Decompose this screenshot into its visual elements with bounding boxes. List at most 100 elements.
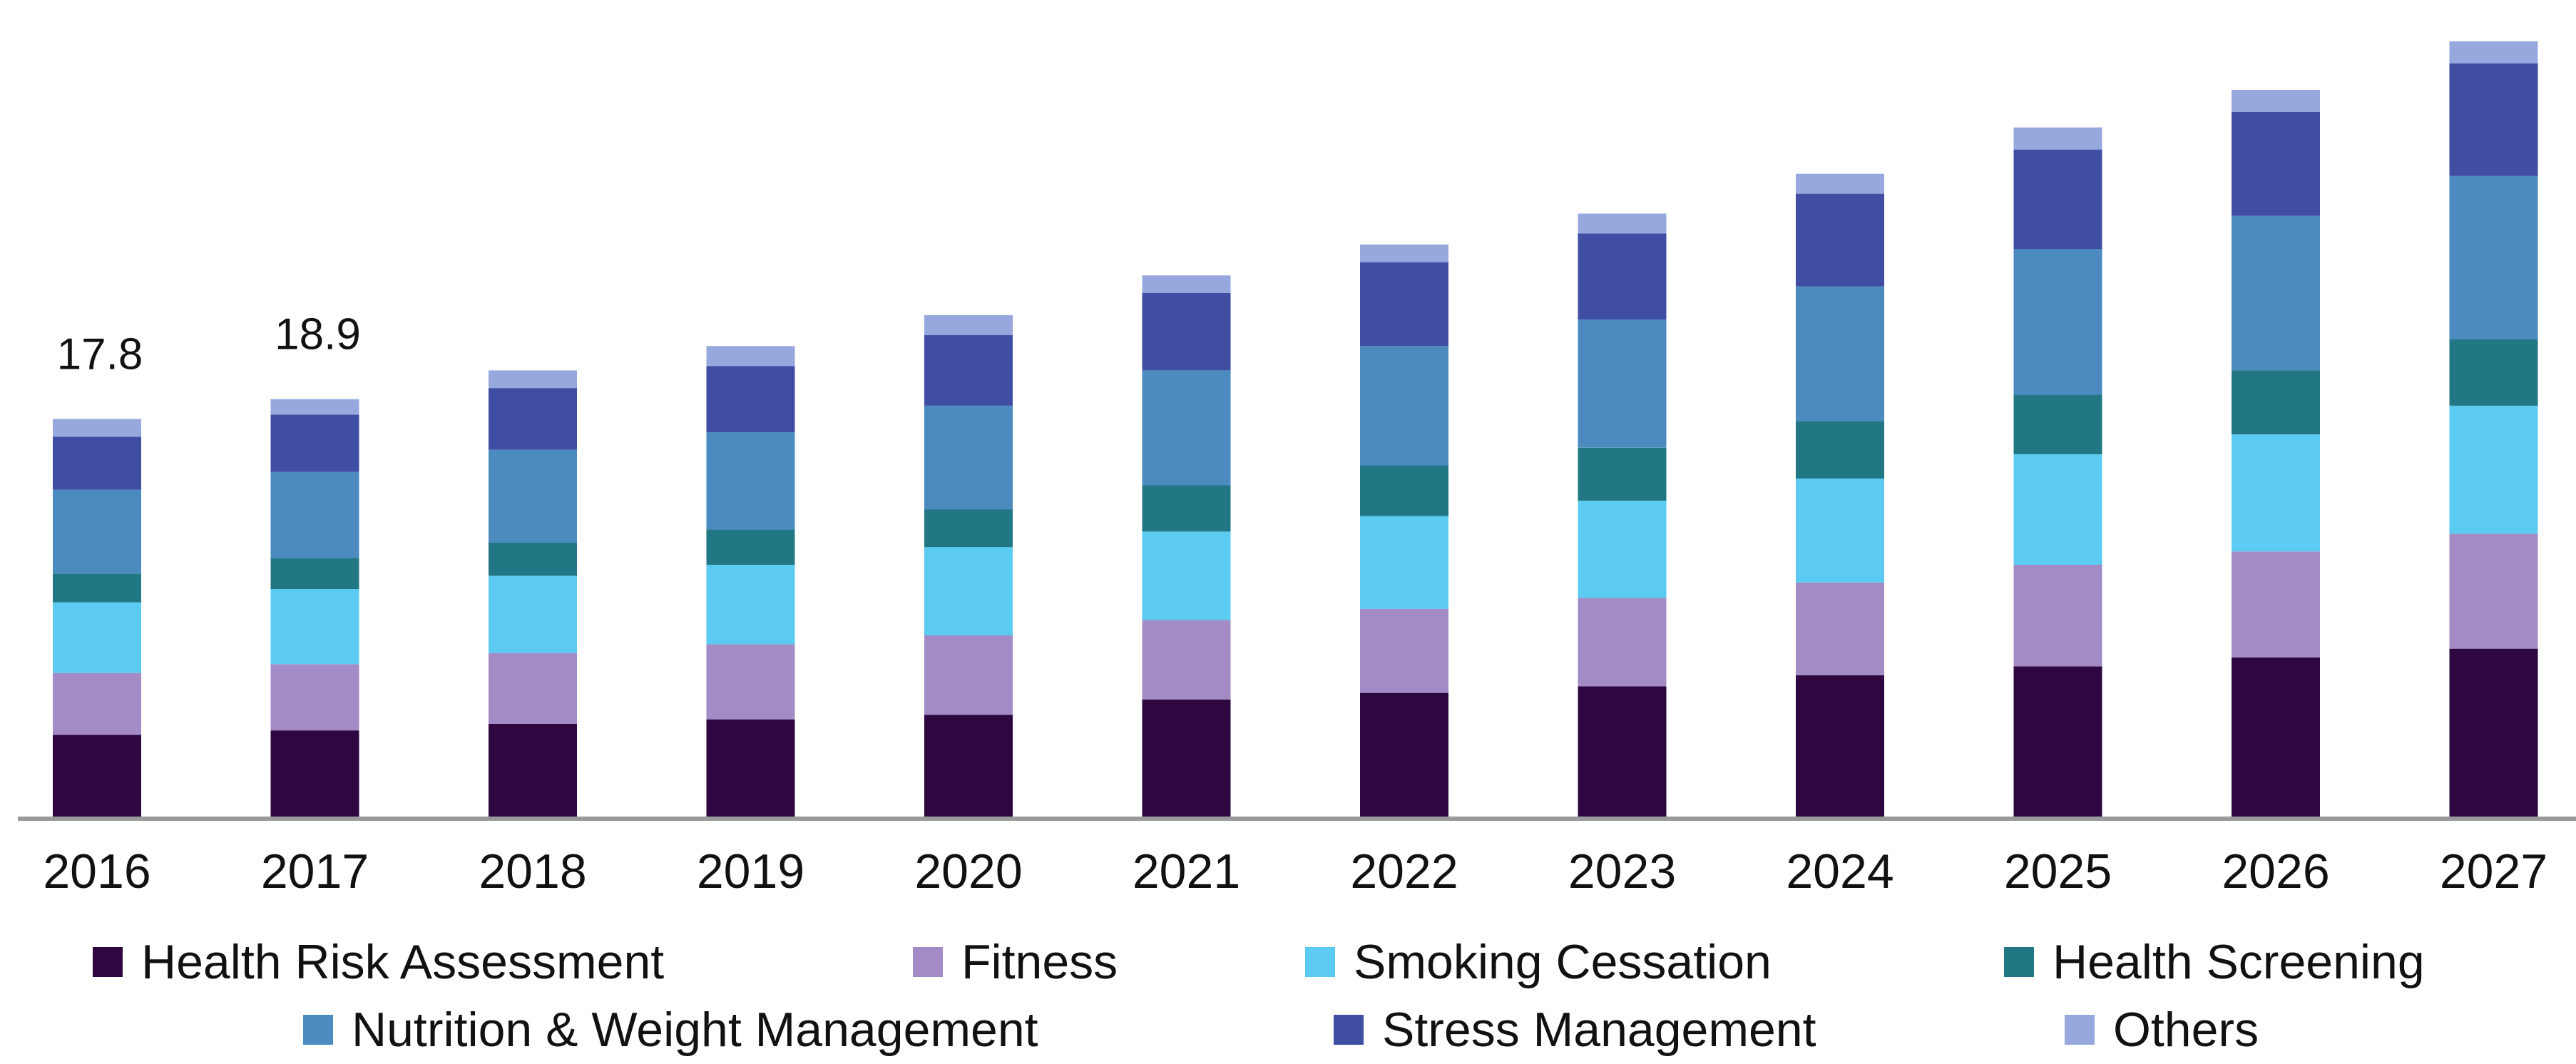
x-tick-label-2021: 2021 [1133,844,1240,899]
bar-segment-2021-series-1 [1142,620,1231,700]
bar-segment-2020-series-6 [924,314,1013,335]
bar-segment-2016-series-1 [53,672,141,735]
bar-segment-2022-series-5 [1360,262,1448,347]
bar-segment-2026-series-5 [2232,112,2320,216]
bar-segment-2022-series-0 [1360,692,1448,817]
bar-segment-2024-series-1 [1796,582,1884,675]
legend-label: Fitness [961,935,1118,989]
bar-segment-2019-series-3 [706,529,795,565]
x-tick-label-2023: 2023 [1568,844,1676,899]
x-tick-label-2018: 2018 [479,844,586,899]
bar-segment-2023-series-5 [1578,233,1667,320]
legend-swatch [1305,947,1335,977]
bar-segment-2021-series-2 [1142,531,1231,620]
bar-segment-2020-series-0 [924,715,1013,817]
legend-item-0: Health Risk Assessment [93,934,664,990]
bar-segment-2022-series-6 [1360,244,1448,262]
bar-segment-2018-series-2 [489,576,577,653]
bar-segment-2016-series-2 [53,602,141,673]
bar-segment-2022-series-3 [1360,465,1448,516]
bar-segment-2020-series-3 [924,509,1013,548]
bar-segment-2024-series-5 [1796,193,1884,287]
legend-label: Smoking Cessation [1354,935,1772,989]
bar-segment-2022-series-2 [1360,516,1448,609]
bar-segment-2023-series-6 [1578,213,1667,234]
bar-segment-2019-series-4 [706,432,795,530]
bar-segment-2025-series-2 [2013,454,2102,565]
bar-segment-2024-series-6 [1796,173,1884,194]
legend-label: Stress Management [1382,1003,1816,1057]
bar-segment-2019-series-2 [706,564,795,645]
bar-segment-2027-series-3 [2449,339,2538,406]
legend-item-5: Stress Management [1334,1002,1816,1058]
bar-segment-2016-series-4 [53,489,141,574]
x-tick-label-2016: 2016 [43,844,150,899]
bar-segment-2023-series-1 [1578,598,1667,687]
bar-segment-2027-series-6 [2449,41,2538,63]
bar-segment-2019-series-0 [706,719,795,817]
bar-segment-2026-series-4 [2232,215,2320,371]
legend-swatch [93,947,123,977]
bar-segment-2020-series-1 [924,635,1013,715]
bar-segment-2025-series-6 [2013,127,2102,150]
bar-segment-2018-series-5 [489,388,577,450]
bar-segment-2020-series-2 [924,547,1013,635]
x-tick-label-2019: 2019 [697,844,804,899]
bar-segment-2022-series-1 [1360,608,1448,693]
bar-segment-2020-series-5 [924,334,1013,406]
bar-segment-2022-series-4 [1360,346,1448,466]
bar-segment-2024-series-0 [1796,675,1884,817]
bar-segment-2019-series-5 [706,366,795,433]
data-labels: 17.8 18.9 [57,310,361,379]
bar-segment-2027-series-5 [2449,63,2538,176]
bar-segment-2026-series-6 [2232,90,2320,112]
bar-segment-2018-series-6 [489,370,577,389]
bar-segment-2019-series-6 [706,346,795,367]
x-tick-label-2022: 2022 [1350,844,1458,899]
bar-segment-2027-series-2 [2449,405,2538,534]
bar-segment-2021-series-0 [1142,699,1231,817]
legend-label: Nutrition & Weight Management [352,1003,1038,1057]
bar-segment-2018-series-1 [489,653,577,724]
bar-segment-2018-series-0 [489,723,577,817]
legend: Health Risk Assessment Fitness Smoking Ces… [0,934,2576,1064]
bar-segment-2021-series-6 [1142,275,1231,293]
bar-segment-2024-series-3 [1796,421,1884,479]
bar-segment-2027-series-0 [2449,648,2538,817]
bar-segment-2025-series-3 [2013,394,2102,454]
legend-swatch [303,1015,333,1045]
bar-segment-2024-series-2 [1796,479,1884,583]
bar-segment-2017-series-5 [270,414,359,472]
x-tick-label-2020: 2020 [914,844,1022,899]
bar-segment-2026-series-0 [2232,658,2320,817]
bar-segment-2020-series-4 [924,405,1013,510]
bar-segment-2021-series-4 [1142,370,1231,486]
bar-segment-2017-series-3 [270,558,359,589]
bar-segment-2021-series-5 [1142,293,1231,371]
bar-segment-2026-series-2 [2232,434,2320,552]
x-tick-label-2017: 2017 [261,844,369,899]
bar-segment-2016-series-5 [53,436,141,490]
bar-segment-2017-series-1 [270,664,359,731]
legend-item-3: Health Screening [2004,934,2425,990]
bar-segment-2017-series-0 [270,730,359,817]
bar-segment-2018-series-4 [489,449,577,543]
legend-item-4: Nutrition & Weight Management [303,1002,1038,1058]
x-tick-label-2024: 2024 [1786,844,1893,899]
data-label-2016: 17.8 [57,330,143,379]
legend-item-6: Others [2065,1002,2259,1058]
bar-segment-2026-series-1 [2232,551,2320,658]
x-tick-label-2025: 2025 [2004,844,2112,899]
bar-segment-2016-series-3 [53,573,141,603]
legend-swatch [2065,1015,2095,1045]
legend-swatch [2004,947,2034,977]
bar-segment-2025-series-5 [2013,149,2102,249]
legend-swatch [913,947,943,977]
x-tick-label-2026: 2026 [2222,844,2329,899]
bar-segment-2023-series-4 [1578,319,1667,448]
bar-segment-2023-series-0 [1578,686,1667,817]
bar-segment-2016-series-6 [53,419,141,437]
bar-segment-2019-series-1 [706,644,795,720]
bar-segment-2025-series-0 [2013,666,2102,817]
bar-segment-2025-series-1 [2013,564,2102,667]
